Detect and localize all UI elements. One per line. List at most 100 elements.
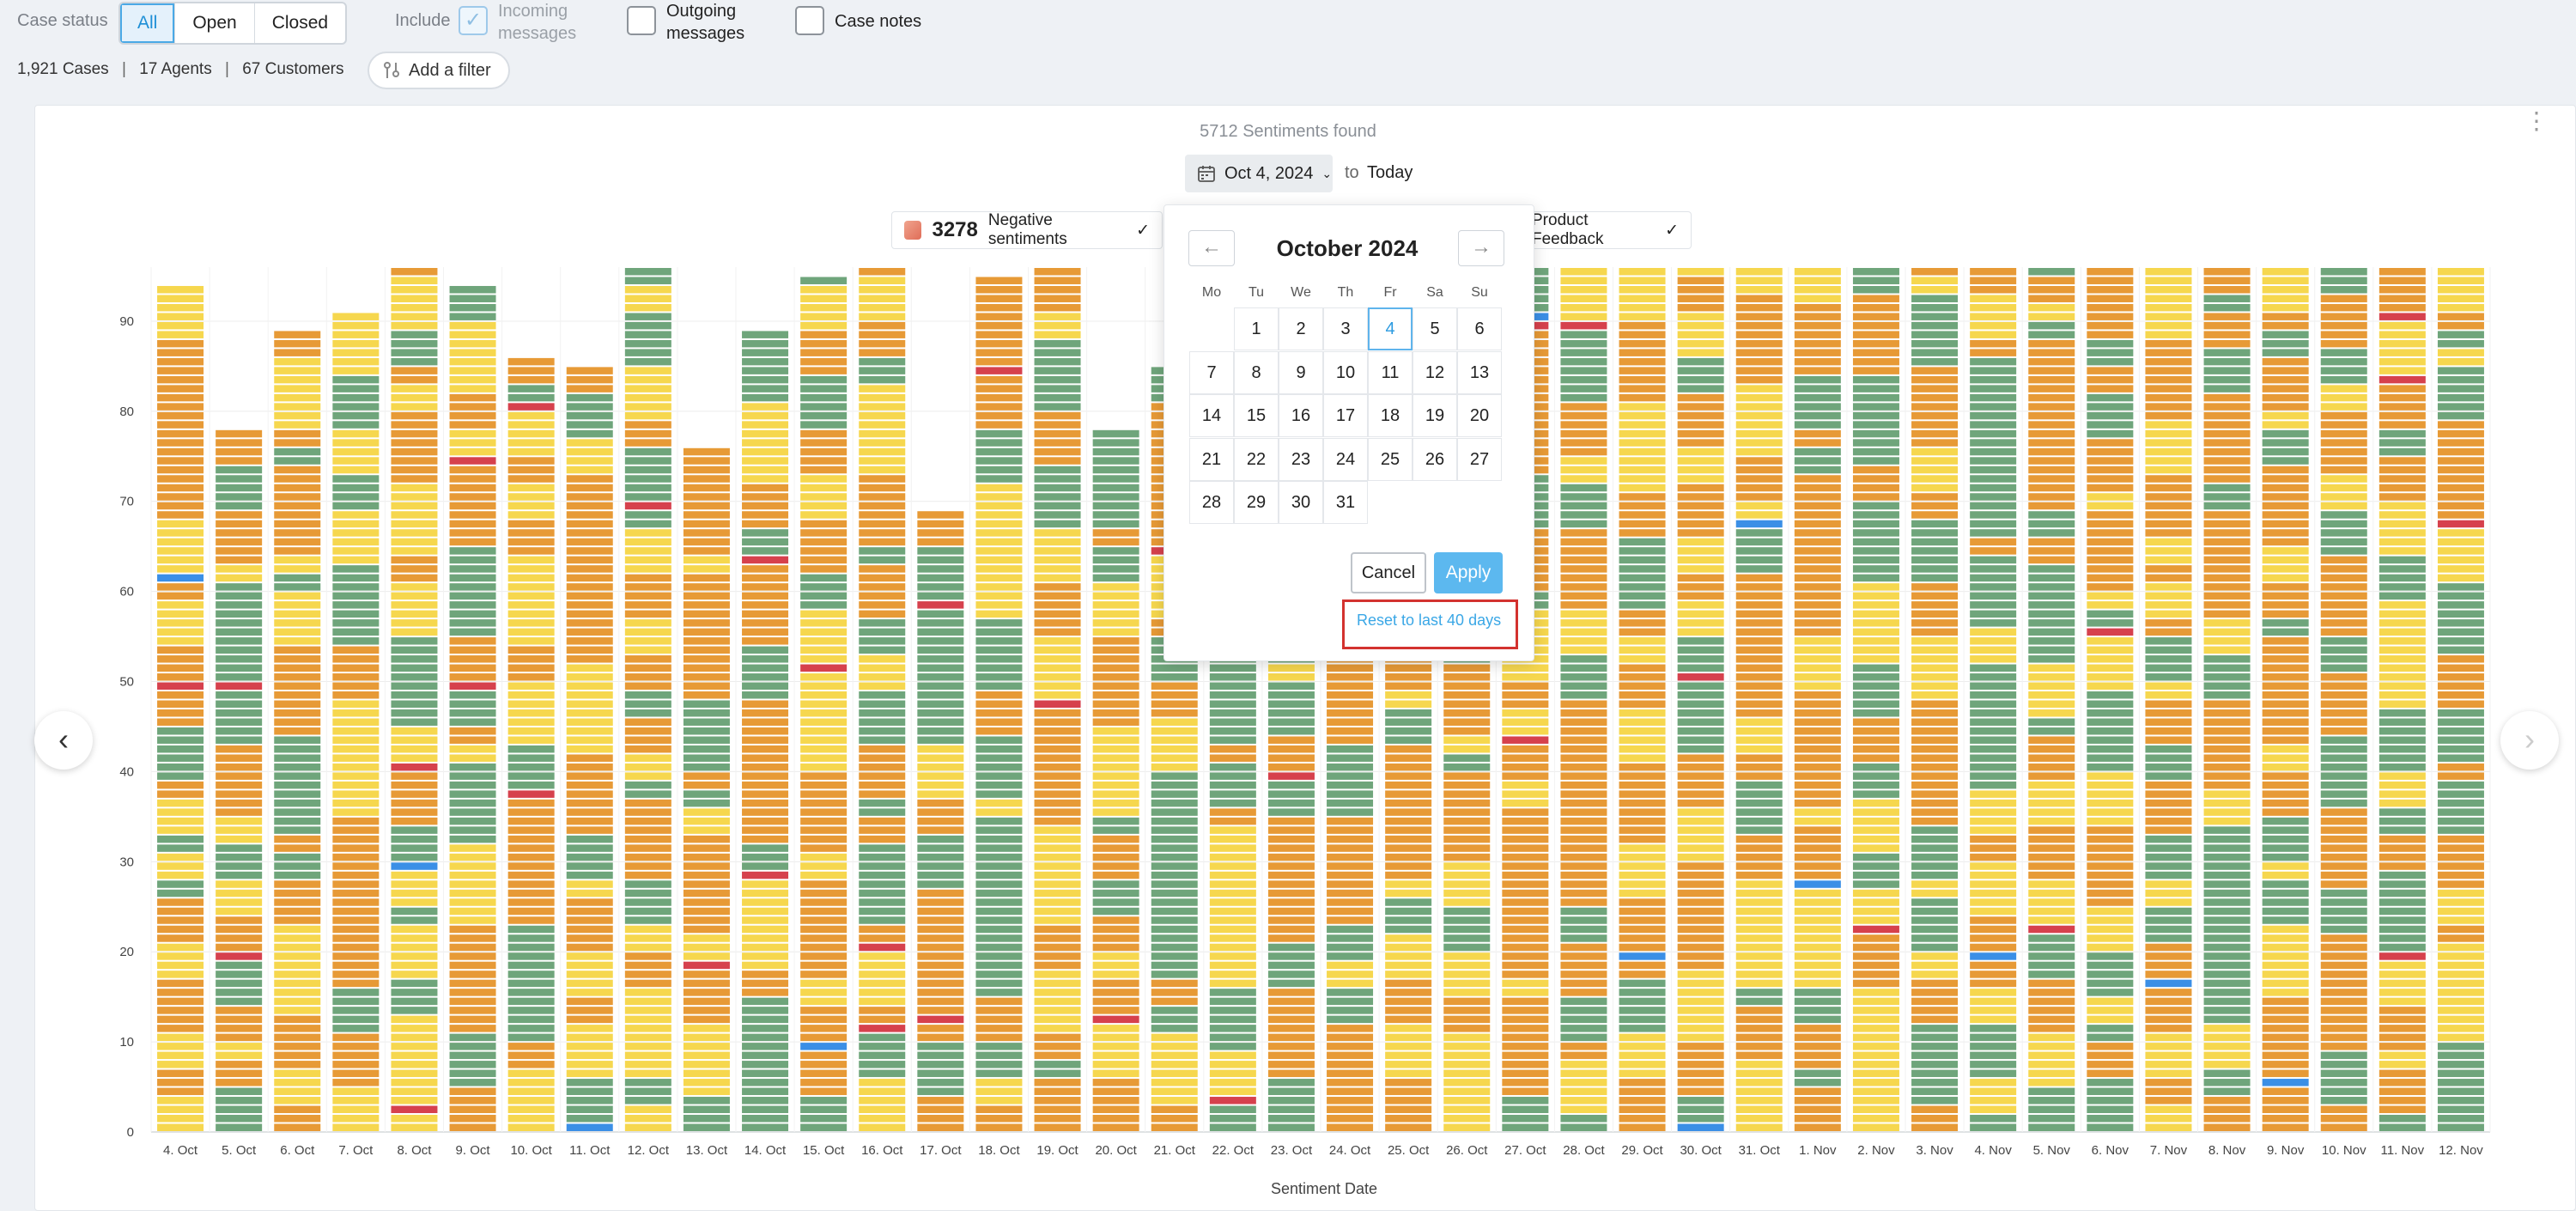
bar-segment <box>1092 934 1139 942</box>
date-range-start-button[interactable]: Oct 4, 2024 ⌄ <box>1185 155 1333 192</box>
bar-10-nov[interactable] <box>2320 268 2367 1131</box>
incoming-messages-checkbox[interactable]: ✓ <box>459 6 488 35</box>
date-to-value[interactable]: Today <box>1367 163 1413 182</box>
calendar-day[interactable]: 16 <box>1279 394 1323 437</box>
bar-5-oct[interactable] <box>216 429 263 1131</box>
bar-segment <box>1443 781 1491 789</box>
calendar-day[interactable]: 27 <box>1457 437 1502 481</box>
calendar-day[interactable]: 4 <box>1368 307 1413 350</box>
calendar-day[interactable]: 29 <box>1234 481 1279 524</box>
bar-segment <box>1267 1097 1315 1105</box>
bar-segment <box>2087 493 2134 501</box>
calendar-day[interactable]: 10 <box>1323 350 1368 394</box>
bar-segment <box>332 673 380 681</box>
bar-10-oct[interactable] <box>507 357 555 1131</box>
bar-16-oct[interactable] <box>859 268 906 1131</box>
bar-11-nov[interactable] <box>2379 268 2426 1131</box>
bar-29-oct[interactable] <box>1619 268 1666 1131</box>
bar-segment <box>2437 907 2484 916</box>
bar-7-oct[interactable] <box>332 313 380 1131</box>
status-option-closed[interactable]: Closed <box>271 13 329 33</box>
bar-segment <box>1911 1007 1959 1014</box>
bar-6-nov[interactable] <box>2087 268 2134 1131</box>
prev-month-button[interactable]: ← <box>1188 230 1235 266</box>
bar-segment <box>1677 736 1724 744</box>
calendar-day[interactable]: 28 <box>1189 481 1234 524</box>
case-notes-checkbox[interactable] <box>795 6 824 35</box>
bar-28-oct[interactable] <box>1560 268 1607 1131</box>
calendar-day[interactable]: 23 <box>1279 437 1323 481</box>
bar-segment <box>800 989 848 996</box>
bar-segment <box>157 601 204 609</box>
bar-31-oct[interactable] <box>1735 268 1783 1131</box>
bar-15-oct[interactable] <box>800 277 848 1131</box>
bar-11-oct[interactable] <box>566 367 613 1131</box>
bar-18-oct[interactable] <box>975 277 1023 1131</box>
bar-17-oct[interactable] <box>917 511 964 1131</box>
bar-segment <box>1502 808 1549 816</box>
calendar-day[interactable]: 15 <box>1234 394 1279 437</box>
bar-4-nov[interactable] <box>1970 268 2017 1131</box>
bar-1-nov[interactable] <box>1794 268 1841 1131</box>
chart-prev-button[interactable]: ‹ <box>34 711 93 770</box>
bar-19-oct[interactable] <box>1034 268 1081 1131</box>
calendar-day[interactable]: 12 <box>1413 350 1457 394</box>
bar-9-nov[interactable] <box>2262 268 2309 1131</box>
calendar-day[interactable]: 21 <box>1189 437 1234 481</box>
add-filter-button[interactable]: Add a filter <box>368 52 510 89</box>
calendar-day[interactable]: 25 <box>1368 437 1413 481</box>
bar-4-oct[interactable] <box>157 285 204 1131</box>
calendar-day[interactable]: 14 <box>1189 394 1234 437</box>
calendar-day[interactable]: 22 <box>1234 437 1279 481</box>
calendar-day[interactable]: 13 <box>1457 350 1502 394</box>
calendar-day[interactable]: 7 <box>1189 350 1234 394</box>
bar-12-nov[interactable] <box>2437 268 2484 1131</box>
bar-segment <box>2320 268 2367 276</box>
status-option-all[interactable]: All <box>120 3 176 43</box>
bar-20-oct[interactable] <box>1092 429 1139 1131</box>
bar-segment <box>859 989 906 996</box>
bar-segment <box>1852 411 1899 420</box>
calendar-day[interactable]: 6 <box>1457 307 1502 350</box>
calendar-day[interactable]: 24 <box>1323 437 1368 481</box>
calendar-day[interactable]: 8 <box>1234 350 1279 394</box>
case-notes-label: Case notes <box>835 12 922 31</box>
calendar-day[interactable]: 17 <box>1323 394 1368 437</box>
bar-8-oct[interactable] <box>391 268 438 1131</box>
reset-last-40-days-link[interactable]: Reset to last 40 days <box>1357 612 1502 629</box>
calendar-day[interactable]: 31 <box>1323 481 1368 524</box>
bar-6-oct[interactable] <box>274 331 321 1131</box>
bar-3-nov[interactable] <box>1911 268 1959 1131</box>
bar-7-nov[interactable] <box>2145 268 2192 1131</box>
next-month-button[interactable]: → <box>1458 230 1504 266</box>
calendar-day[interactable]: 2 <box>1279 307 1323 350</box>
bar-segment <box>2437 844 2484 852</box>
calendar-day[interactable]: 11 <box>1368 350 1413 394</box>
bar-30-oct[interactable] <box>1677 268 1724 1131</box>
calendar-day[interactable]: 18 <box>1368 394 1413 437</box>
legend-chip-product-feedback[interactable]: Product Feedback ✓ <box>1520 211 1692 249</box>
bar-9-oct[interactable] <box>449 285 496 1131</box>
bar-segment <box>1209 1007 1256 1014</box>
apply-button[interactable]: Apply <box>1434 552 1503 593</box>
bar-12-oct[interactable] <box>624 268 671 1131</box>
calendar-day[interactable]: 9 <box>1279 350 1323 394</box>
calendar-day[interactable]: 3 <box>1323 307 1368 350</box>
calendar-day[interactable]: 20 <box>1457 394 1502 437</box>
outgoing-messages-checkbox[interactable] <box>627 6 656 35</box>
bar-13-oct[interactable] <box>683 447 730 1131</box>
calendar-day[interactable]: 5 <box>1413 307 1457 350</box>
chart-next-button[interactable]: › <box>2500 711 2559 770</box>
bar-8-nov[interactable] <box>2203 268 2251 1131</box>
status-option-open[interactable]: Open <box>175 3 255 43</box>
bar-segment <box>566 799 613 807</box>
calendar-day[interactable]: 19 <box>1413 394 1457 437</box>
calendar-day[interactable]: 30 <box>1279 481 1323 524</box>
bar-5-nov[interactable] <box>2028 268 2075 1131</box>
bar-2-nov[interactable] <box>1852 268 1899 1131</box>
calendar-day[interactable]: 26 <box>1413 437 1457 481</box>
cancel-button[interactable]: Cancel <box>1351 552 1426 593</box>
calendar-day[interactable]: 1 <box>1234 307 1279 350</box>
bar-14-oct[interactable] <box>742 331 789 1131</box>
legend-chip-negative[interactable]: 3278 Negative sentiments ✓ <box>891 211 1163 249</box>
